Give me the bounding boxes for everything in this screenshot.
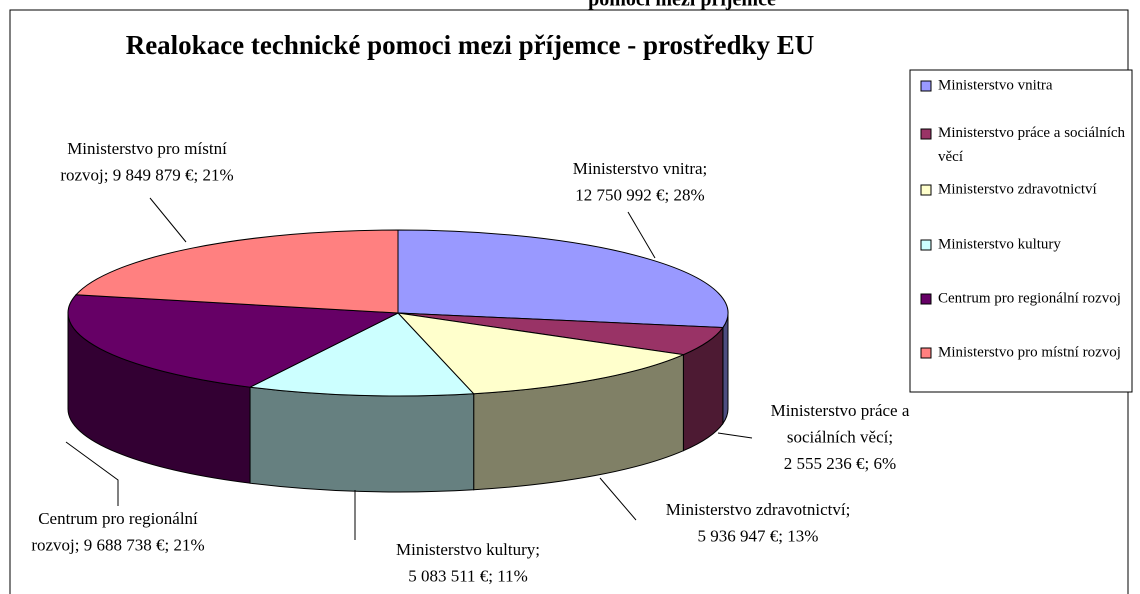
legend-swatch xyxy=(920,80,932,92)
chart-title: Realokace technické pomoci mezi příjemce… xyxy=(126,30,815,60)
legend-swatch xyxy=(920,128,932,140)
data-label: Ministerstvo zdravotnictví; xyxy=(666,500,851,519)
data-label: Ministerstvo vnitra; xyxy=(573,159,708,178)
leader-line xyxy=(149,197,187,243)
data-label: Ministerstvo práce a xyxy=(771,401,910,420)
legend-swatch xyxy=(920,347,932,359)
legend-box xyxy=(909,69,1133,393)
legend-swatch xyxy=(920,184,932,196)
data-label: Centrum pro regionální xyxy=(38,509,198,528)
slice-side xyxy=(722,312,729,426)
leader-line xyxy=(717,432,753,439)
legend-label: Ministerstvo pro místní rozvoj xyxy=(938,344,1121,360)
data-label: rozvoj; 9 849 879 €; 21% xyxy=(60,165,233,184)
slice-side xyxy=(249,386,475,493)
slice xyxy=(67,294,400,388)
data-label: 2 555 236 €; 6% xyxy=(784,454,896,473)
slice xyxy=(396,312,686,395)
legend-label: Centrum pro regionální rozvoj xyxy=(938,290,1121,306)
legend-label: Ministerstvo zdravotnictví xyxy=(938,181,1097,197)
legend-label: Ministerstvo kultury xyxy=(938,236,1061,252)
header-fragment: pomoci mezi příjemce xyxy=(588,0,776,11)
legend-label: Ministerstvo práce a sociálních věcí xyxy=(938,125,1126,165)
legend-line: Ministerstvo práce a sociálních xyxy=(938,125,1126,141)
leader-line xyxy=(65,441,119,506)
data-label: 5 083 511 €; 11% xyxy=(408,566,528,585)
leader-line xyxy=(599,477,637,521)
slice xyxy=(397,229,729,329)
leader-line xyxy=(627,211,656,259)
slice xyxy=(74,229,399,314)
data-label: Ministerstvo pro místní xyxy=(67,139,227,158)
legend-label: Ministerstvo vnitra xyxy=(938,77,1053,93)
legend-swatch xyxy=(920,293,932,305)
data-label: 12 750 992 €; 28% xyxy=(575,185,704,204)
legend-swatch xyxy=(920,239,932,251)
legend-line: věcí xyxy=(938,149,963,165)
data-label: sociálních věcí; xyxy=(787,427,893,446)
data-label: 5 936 947 €; 13% xyxy=(698,526,819,545)
data-label: rozvoj; 9 688 738 €; 21% xyxy=(31,535,204,554)
slice xyxy=(248,312,475,397)
data-label: Ministerstvo kultury; xyxy=(396,540,540,559)
